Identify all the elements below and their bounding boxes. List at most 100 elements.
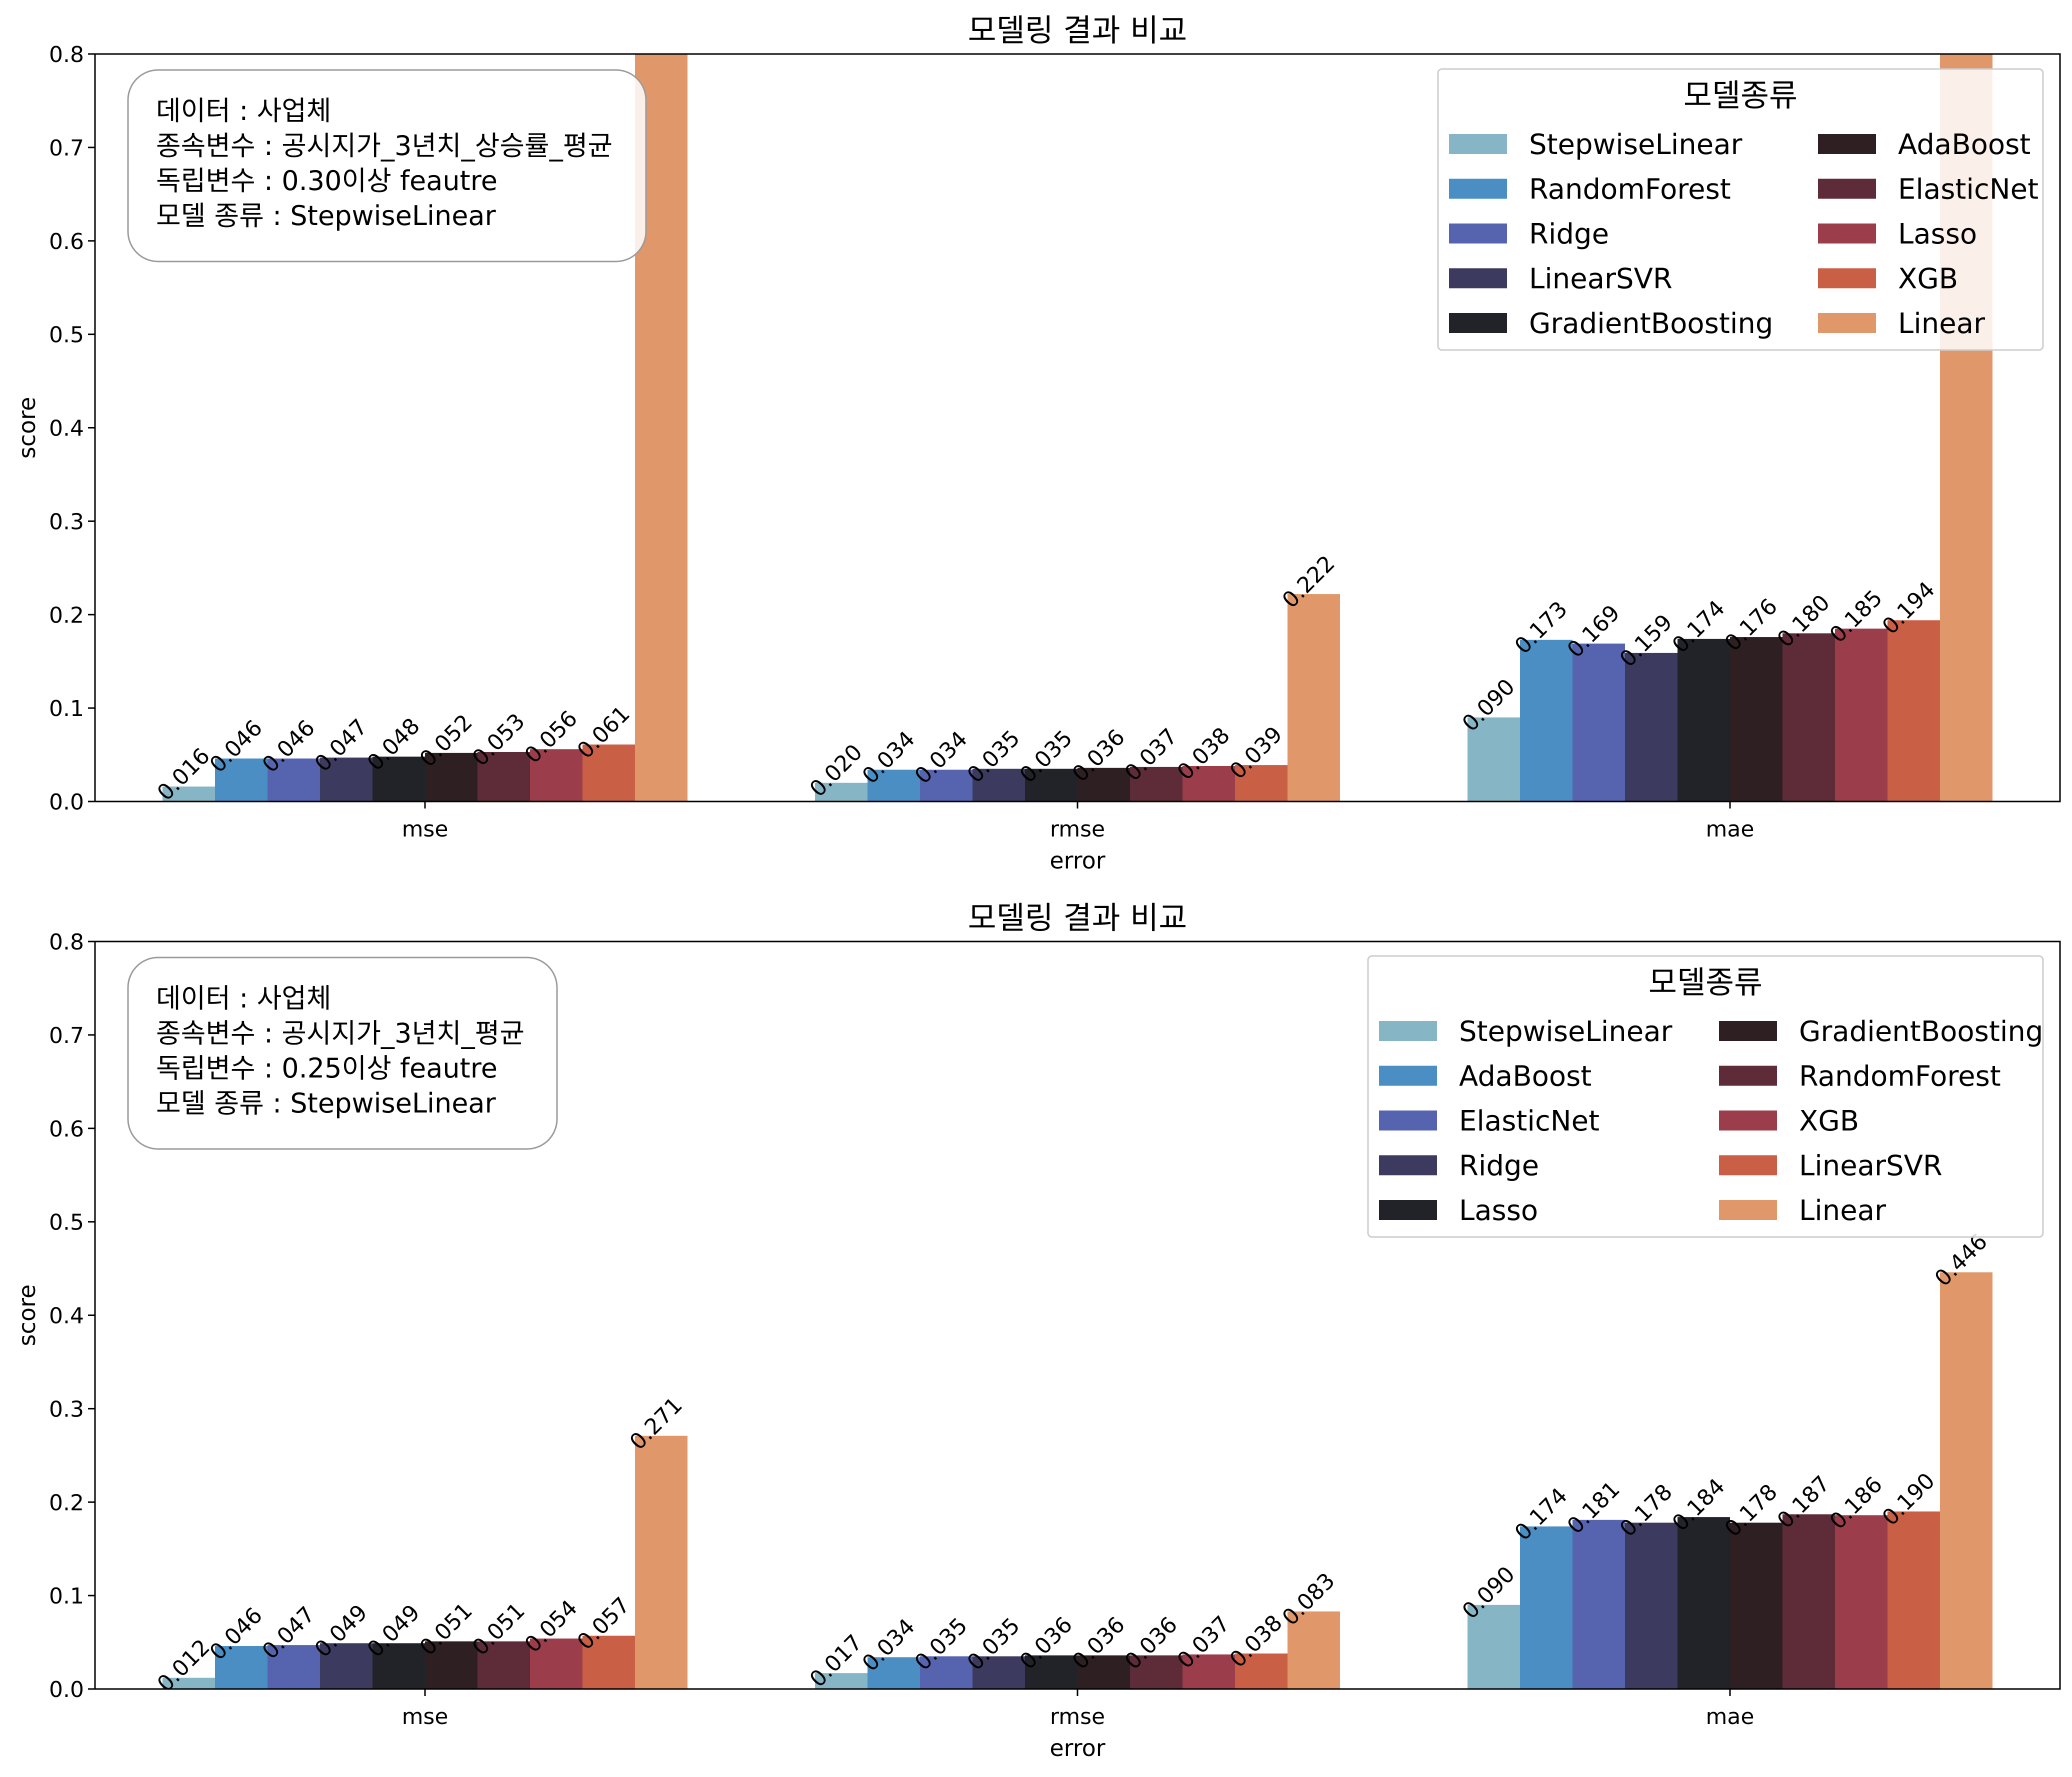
bar-XGB-mae bbox=[1835, 1515, 1888, 1689]
bar-StepwiseLinear-mae bbox=[1468, 1604, 1520, 1689]
legend-entry: ElasticNet bbox=[1898, 174, 2038, 206]
bar-ElasticNet-mae bbox=[1572, 1520, 1625, 1689]
bar-AdaBoost-mae bbox=[1730, 637, 1782, 802]
chart-title: 모델링 결과 비교 bbox=[968, 12, 1188, 48]
legend-entry: StepwiseLinear bbox=[1529, 128, 1743, 161]
bar-Ridge-mae bbox=[1625, 1522, 1678, 1689]
bar-XGB-mae bbox=[1888, 620, 1940, 802]
bar-StepwiseLinear-rmse bbox=[815, 782, 868, 802]
x-tick-label: rmse bbox=[1050, 816, 1105, 842]
legend-entry: Linear bbox=[1799, 1194, 1886, 1227]
bar-Ridge-mae bbox=[1572, 644, 1625, 802]
legend-swatch bbox=[1379, 1155, 1437, 1176]
y-tick-label: 0.2 bbox=[49, 1490, 84, 1516]
chart-title: 모델링 결과 비교 bbox=[968, 900, 1188, 936]
y-tick-label: 0.3 bbox=[49, 1396, 84, 1422]
legend-entry: LinearSVR bbox=[1799, 1150, 1942, 1182]
y-tick-label: 0.5 bbox=[49, 1210, 84, 1236]
bar-Linear-rmse bbox=[1288, 1611, 1340, 1689]
y-tick-label: 0.3 bbox=[49, 509, 84, 534]
legend-swatch bbox=[1719, 1110, 1777, 1130]
bar-StepwiseLinear-mse bbox=[162, 1678, 215, 1689]
bar-RandomForest-rmse bbox=[868, 770, 920, 802]
legend-swatch bbox=[1818, 268, 1876, 288]
bar-LinearSVR-mse bbox=[582, 1636, 635, 1689]
legend: 모델종류 StepwiseLinear AdaBoost ElasticNet Ridg… bbox=[1367, 955, 2044, 1238]
bar-Ridge-rmse bbox=[920, 770, 972, 802]
y-tick-label: 0.1 bbox=[49, 1584, 84, 1609]
legend-swatch bbox=[1379, 1021, 1437, 1041]
legend-swatch bbox=[1719, 1021, 1777, 1041]
x-axis-label: error bbox=[1050, 847, 1105, 874]
y-tick-label: 0.6 bbox=[49, 1116, 84, 1142]
legend-swatch bbox=[1379, 1110, 1437, 1130]
legend-swatch bbox=[1449, 313, 1507, 333]
bar-RandomForest-mae bbox=[1520, 640, 1572, 802]
bar-StepwiseLinear-rmse bbox=[815, 1673, 868, 1689]
legend-entry: AdaBoost bbox=[1459, 1060, 1592, 1093]
y-axis-label: score bbox=[14, 1284, 40, 1346]
x-tick-label: mae bbox=[1706, 1704, 1754, 1730]
legend-entry: StepwiseLinear bbox=[1459, 1016, 1673, 1048]
bar-StepwiseLinear-mse bbox=[162, 786, 215, 802]
bar-AdaBoost-rmse bbox=[1078, 768, 1130, 802]
bar-AdaBoost-mse bbox=[215, 1646, 268, 1689]
legend-swatch bbox=[1719, 1200, 1777, 1220]
bar-LinearSVR-rmse bbox=[972, 768, 1025, 802]
y-tick-label: 0.2 bbox=[49, 602, 84, 628]
legend-entry: Ridge bbox=[1459, 1150, 1539, 1182]
bar-ElasticNet-mae bbox=[1782, 633, 1835, 802]
bar-XGB-mse bbox=[582, 744, 635, 802]
y-tick-label: 0.0 bbox=[49, 790, 84, 815]
bar-RandomForest-mse bbox=[478, 1641, 530, 1689]
bar-Ridge-rmse bbox=[972, 1656, 1025, 1689]
bar-Ridge-mse bbox=[268, 758, 320, 802]
legend-entry: GradientBoosting bbox=[1799, 1016, 2043, 1048]
y-tick-label: 0.8 bbox=[49, 930, 84, 955]
x-tick-label: rmse bbox=[1050, 1704, 1105, 1730]
bar-ElasticNet-rmse bbox=[920, 1656, 972, 1689]
y-axis-label: score bbox=[14, 397, 40, 459]
bar-GradientBoosting-rmse bbox=[1025, 768, 1078, 802]
info-line: 종속변수 : 공시지가_3년치_평균 bbox=[156, 1018, 524, 1049]
legend-swatch bbox=[1449, 178, 1507, 199]
bar-Lasso-mae bbox=[1678, 1517, 1730, 1689]
bar-XGB-mse bbox=[530, 1638, 582, 1689]
legend-entry: RandomForest bbox=[1799, 1060, 2001, 1093]
y-tick-label: 0.5 bbox=[49, 322, 84, 348]
legend-swatch bbox=[1379, 1200, 1437, 1220]
legend-swatch bbox=[1719, 1155, 1777, 1176]
legend-entry: Lasso bbox=[1898, 218, 1977, 250]
legend-entry: LinearSVR bbox=[1529, 263, 1672, 296]
info-box bbox=[127, 956, 558, 1150]
bar-Lasso-mse bbox=[530, 749, 582, 802]
y-tick-label: 0.7 bbox=[49, 1023, 84, 1048]
bar-Lasso-rmse bbox=[1025, 1655, 1078, 1689]
bar-Linear-rmse bbox=[1288, 594, 1340, 802]
legend-box bbox=[1437, 68, 2044, 351]
bar-ElasticNet-mse bbox=[268, 1645, 320, 1689]
bar-LinearSVR-mse bbox=[320, 758, 372, 802]
bar-GradientBoosting-mae bbox=[1730, 1522, 1782, 1689]
x-tick-label: mse bbox=[402, 816, 448, 842]
bar-GradientBoosting-mse bbox=[425, 1641, 478, 1689]
bar-AdaBoost-mae bbox=[1520, 1526, 1572, 1689]
legend-swatch bbox=[1818, 224, 1876, 244]
bar-LinearSVR-mae bbox=[1888, 1511, 1940, 1689]
info-line: 모델 종류 : StepwiseLinear bbox=[156, 1088, 496, 1119]
bar-Lasso-rmse bbox=[1182, 766, 1235, 802]
chart-panel-1: 모델링 결과 비교 0.0 0.1 0.2 0.3 0.4 0.5 0.6 0.7 0.8 scor… bbox=[14, 12, 2061, 874]
bar-Linear-mae bbox=[1940, 1272, 1992, 1689]
legend-swatch bbox=[1449, 268, 1507, 288]
bar-LinearSVR-rmse bbox=[1235, 1653, 1288, 1689]
bar-GradientBoosting-rmse bbox=[1078, 1655, 1130, 1689]
bar-AdaBoost-rmse bbox=[868, 1657, 920, 1689]
legend-swatch bbox=[1449, 224, 1507, 244]
legend-entry: XGB bbox=[1898, 263, 1958, 296]
info-line: 데이터 : 사업체 bbox=[156, 95, 332, 126]
legend-box bbox=[1367, 955, 2044, 1238]
bar-ElasticNet-rmse bbox=[1130, 766, 1182, 802]
x-tick-label: mse bbox=[402, 1704, 448, 1730]
legend-entry: Linear bbox=[1898, 308, 1986, 340]
